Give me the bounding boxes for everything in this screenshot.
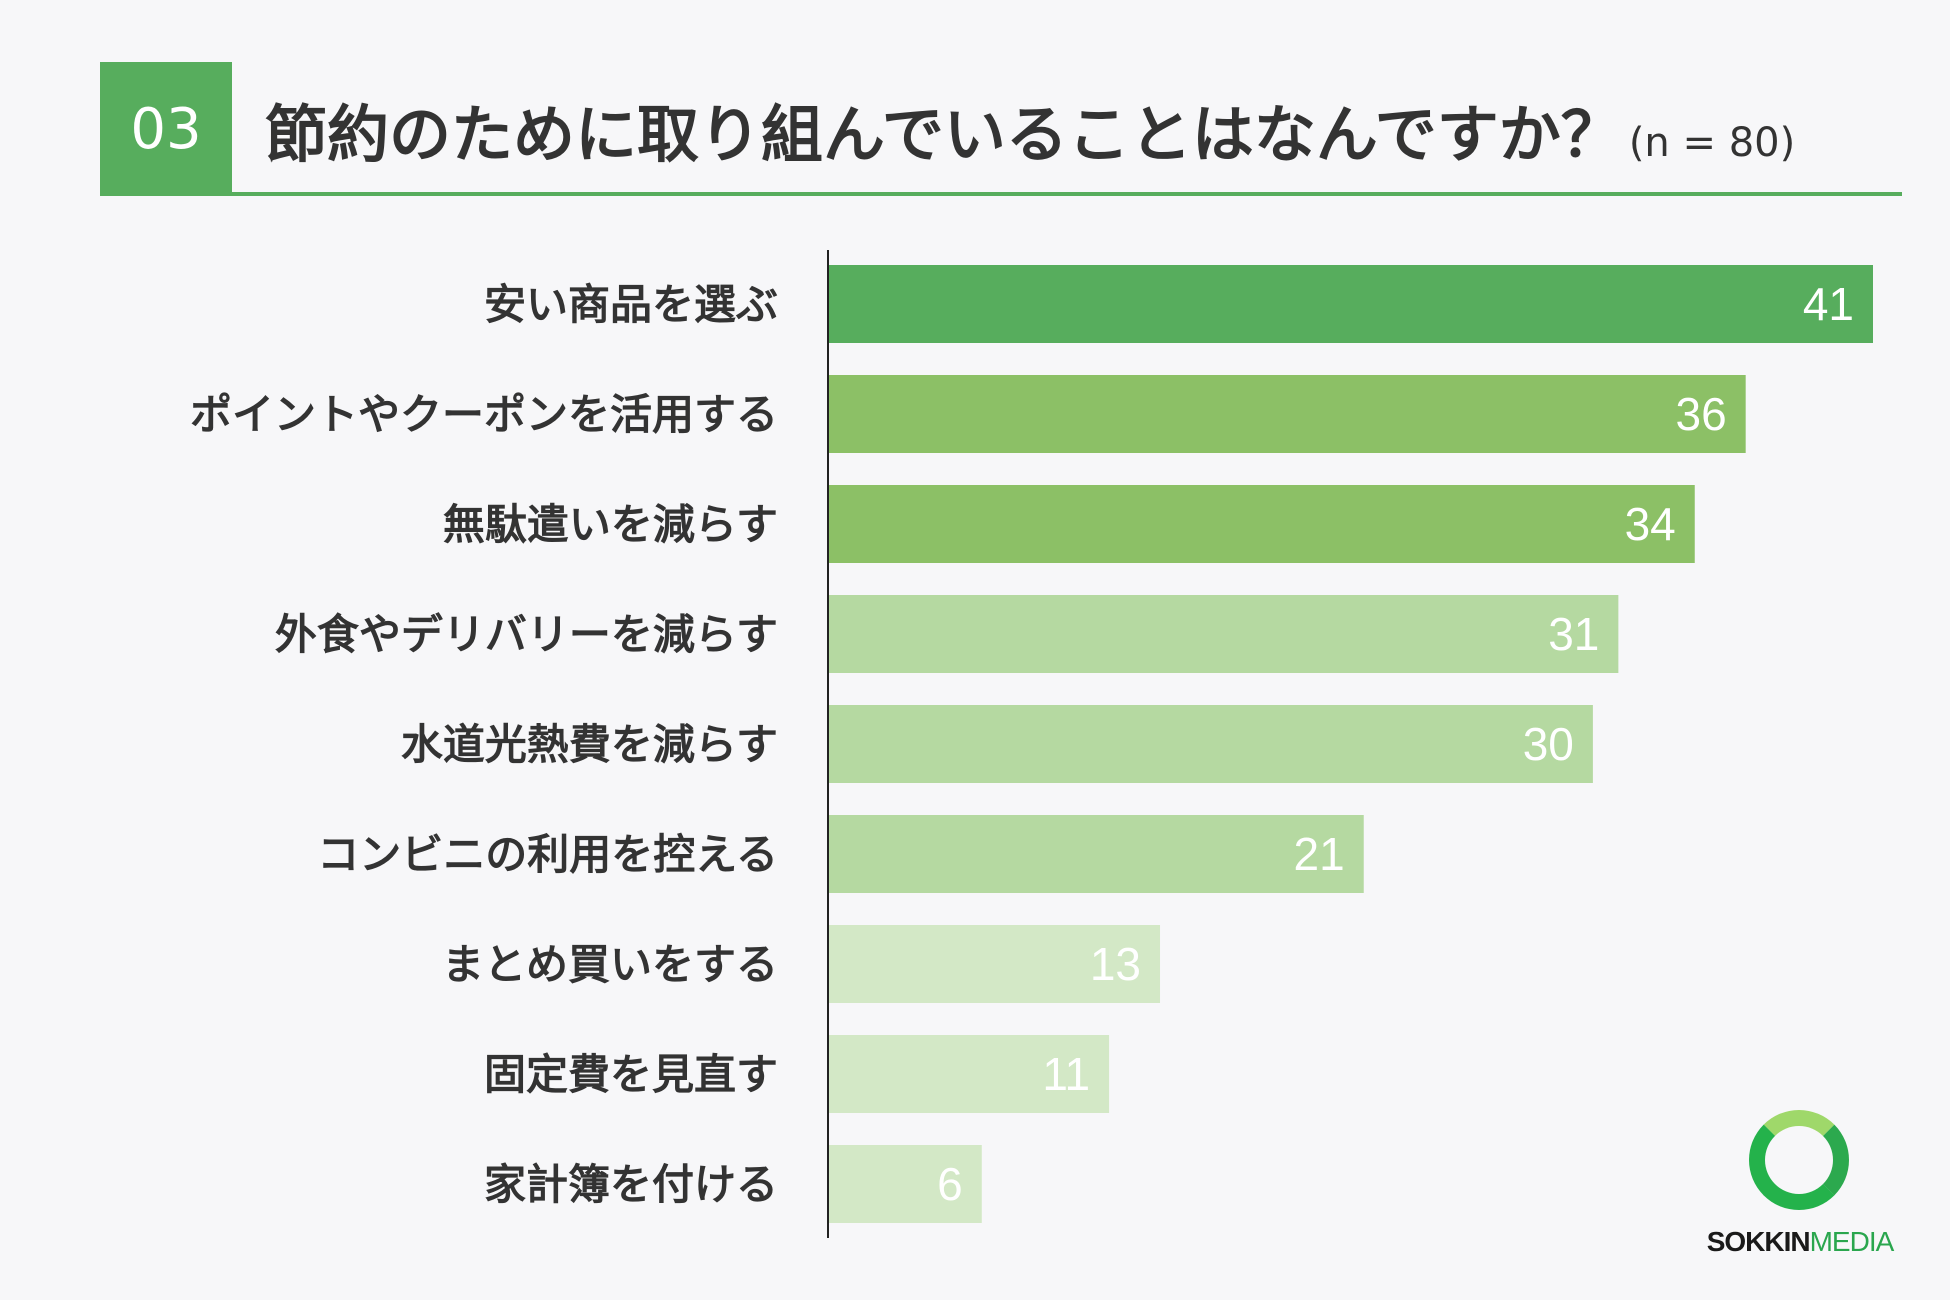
sokkin-media-logo: SOKKINMEDIA bbox=[1690, 1108, 1910, 1258]
bar-value-label: 6 bbox=[937, 1158, 963, 1210]
category-label: ポイントやクーポンを活用する bbox=[190, 390, 778, 439]
bar bbox=[829, 485, 1695, 563]
sample-size: (n = 80) bbox=[1628, 120, 1796, 166]
bar-value-label: 41 bbox=[1803, 278, 1854, 330]
bar-value-label: 30 bbox=[1523, 718, 1574, 770]
bar bbox=[829, 595, 1619, 673]
category-label: 無駄遣いを減らす bbox=[443, 500, 778, 549]
chart-header: 03 節約のために取り組んでいることはなんですか？ (n = 80) bbox=[100, 62, 1902, 196]
title-text: 節約のために取り組んでいることはなんですか？ bbox=[265, 98, 1623, 171]
bar-value-label: 31 bbox=[1548, 608, 1599, 660]
bar bbox=[829, 815, 1364, 893]
logo-text-part2: MEDIA bbox=[1809, 1226, 1895, 1257]
category-label: 家計簿を付ける bbox=[484, 1160, 778, 1209]
chart-title: 節約のために取り組んでいることはなんですか？ (n = 80) bbox=[265, 84, 1795, 174]
category-label: 固定費を見直す bbox=[484, 1050, 778, 1099]
bar bbox=[829, 1145, 982, 1223]
bar-value-label: 36 bbox=[1676, 388, 1727, 440]
bar bbox=[829, 375, 1746, 453]
category-label: 水道光熱費を減らす bbox=[401, 720, 778, 769]
logo-text-part1: SOKKIN bbox=[1706, 1226, 1811, 1257]
question-number-badge: 03 bbox=[100, 62, 232, 196]
category-label: まとめ買いをする bbox=[442, 940, 778, 989]
bar-value-label: 34 bbox=[1625, 498, 1676, 550]
header-underline bbox=[100, 192, 1902, 196]
bar-value-label: 11 bbox=[1042, 1048, 1090, 1100]
logo-ring-icon bbox=[1749, 1110, 1849, 1210]
bar-value-label: 13 bbox=[1090, 938, 1141, 990]
bar bbox=[829, 925, 1161, 1003]
bar bbox=[829, 1035, 1110, 1113]
bar-value-label: 21 bbox=[1294, 828, 1345, 880]
bar bbox=[829, 265, 1873, 343]
bar bbox=[829, 705, 1593, 783]
logo-text: SOKKINMEDIA bbox=[1690, 1226, 1910, 1258]
category-label: 外食やデリバリーを減らす bbox=[275, 610, 778, 659]
category-label: コンビニの利用を控える bbox=[317, 830, 778, 879]
category-label: 安い商品を選ぶ bbox=[484, 280, 778, 329]
